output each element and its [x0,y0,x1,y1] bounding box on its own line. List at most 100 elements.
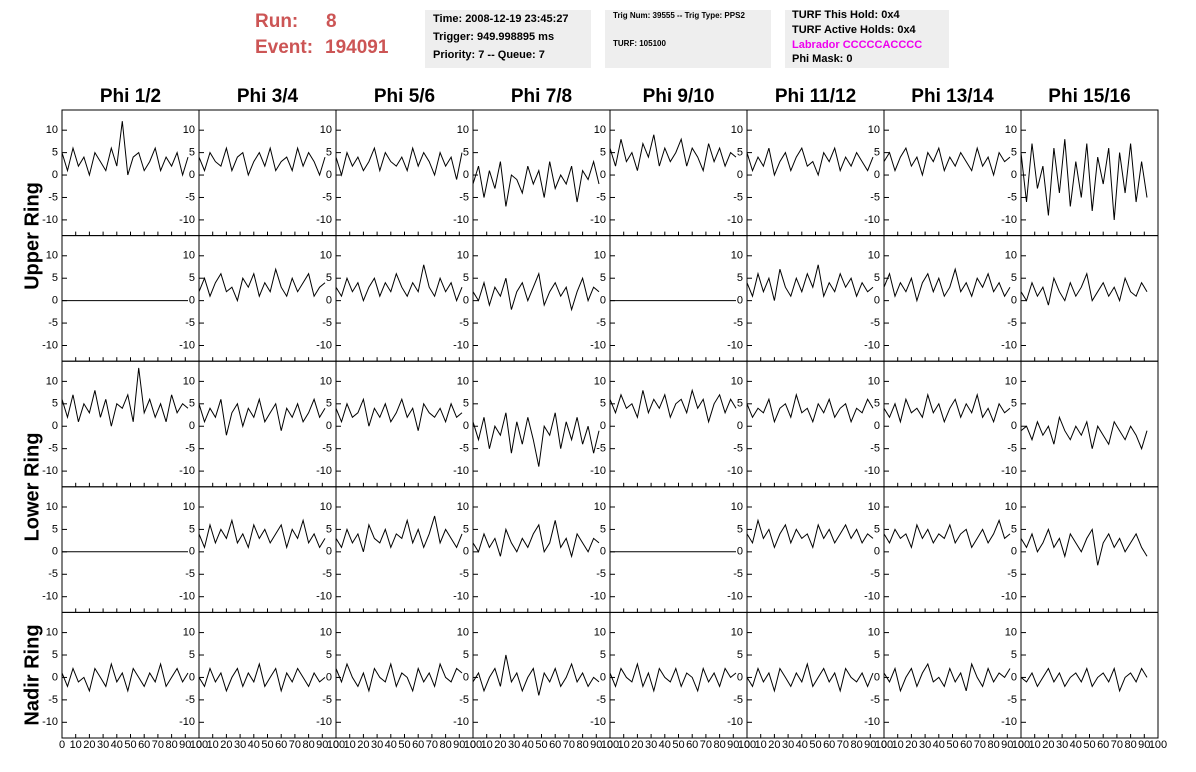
y-tick-label: 0 [600,420,606,432]
x-tick-label: 50 [672,739,684,751]
y-tick-label: -10 [864,214,880,226]
waveform [472,654,600,696]
y-tick-label: -10 [1001,339,1017,351]
waveform [335,397,463,431]
x-tick-label: 30 [97,739,109,751]
waveform [1020,666,1148,693]
x-tick-label: 50 [398,739,410,751]
y-tick-label: 0 [326,420,332,432]
x-tick-label: 90 [179,739,191,751]
y-tick-label: -5 [48,191,58,203]
y-tick-label: -5 [733,317,743,329]
x-tick-label: 100 [601,739,619,751]
y-tick-label: 0 [189,546,195,558]
y-tick-label: 5 [463,649,469,661]
y-tick-label: -10 [316,214,332,226]
x-tick-label: 0 [607,739,613,751]
y-tick-label: 5 [1011,523,1017,535]
y-tick-label: -10 [727,339,743,351]
y-tick-label: 0 [326,546,332,558]
y-tick-label: 0 [189,671,195,683]
y-tick-label: 5 [463,272,469,284]
y-tick-label: 0 [463,295,469,307]
x-tick-label: 20 [631,739,643,751]
y-tick-label: 5 [600,398,606,410]
x-tick-label: 30 [919,739,931,751]
x-tick-label: 60 [686,739,698,751]
info-text: TURF: 105100 [613,39,666,48]
y-tick-label: 5 [874,649,880,661]
x-tick-label: 10 [70,739,82,751]
y-tick-label: -5 [459,443,469,455]
waveform [883,662,1011,693]
y-tick-label: 0 [600,295,606,307]
column-title: Phi 3/4 [237,86,299,107]
x-tick-label: 30 [234,739,246,751]
y-tick-label: 5 [1011,398,1017,410]
y-tick-label: -10 [453,465,469,477]
info-text: Trig Num: 39555 -- Trig Type: PPS2 [613,11,745,20]
y-tick-label: -10 [42,465,58,477]
waveform [883,146,1011,177]
waveform [609,388,737,424]
y-tick-label: 10 [868,250,880,262]
x-tick-label: 40 [111,739,123,751]
x-tick-label: 70 [974,739,986,751]
x-tick-label: 90 [727,739,739,751]
info-box [785,10,949,68]
y-tick-label: -5 [870,568,880,580]
y-tick-label: 10 [183,124,195,136]
x-tick-label: 100 [190,739,208,751]
event-label: Event: [255,37,313,58]
x-tick-label: 90 [1138,739,1150,751]
x-tick-label: 80 [302,739,314,751]
y-tick-label: -10 [1001,214,1017,226]
x-tick-label: 20 [220,739,232,751]
x-tick-label: 70 [426,739,438,751]
row-label: Nadir Ring [21,624,43,725]
waveform [472,520,600,559]
x-tick-label: 90 [453,739,465,751]
y-tick-label: 0 [326,671,332,683]
y-tick-label: 5 [326,649,332,661]
column-title: Phi 13/14 [911,86,994,107]
y-tick-label: -10 [864,716,880,728]
x-tick-label: 60 [823,739,835,751]
x-tick-label: 10 [892,739,904,751]
x-tick-label: 10 [1029,739,1041,751]
y-tick-label: 10 [183,250,195,262]
y-tick-label: -5 [1007,694,1017,706]
y-tick-label: -5 [185,191,195,203]
y-tick-label: 10 [457,375,469,387]
y-tick-label: 0 [52,671,58,683]
x-tick-label: 20 [1042,739,1054,751]
column-title: Phi 15/16 [1048,86,1130,107]
column-title: Phi 7/8 [511,86,572,107]
info-box [605,10,771,68]
x-tick-label: 70 [837,739,849,751]
y-tick-label: 0 [189,420,195,432]
x-tick-label: 20 [768,739,780,751]
y-tick-label: 10 [320,501,332,513]
y-tick-label: 0 [874,169,880,181]
x-tick-label: 50 [946,739,958,751]
x-tick-label: 10 [344,739,356,751]
waveform [883,267,1011,303]
waveform [746,518,874,550]
y-tick-label: 5 [737,398,743,410]
y-tick-label: 5 [189,272,195,284]
run-label: Run: [255,11,298,32]
waveform [746,264,874,301]
waveform [1020,415,1148,451]
y-tick-label: 0 [463,169,469,181]
x-tick-label: 100 [875,739,893,751]
x-tick-label: 20 [357,739,369,751]
x-tick-label: 20 [83,739,95,751]
y-tick-label: 0 [737,420,743,432]
y-tick-label: -5 [870,191,880,203]
y-tick-label: 0 [874,420,880,432]
y-tick-label: 10 [457,626,469,638]
y-tick-label: -5 [596,317,606,329]
y-tick-label: -10 [179,339,195,351]
y-tick-label: -5 [733,568,743,580]
